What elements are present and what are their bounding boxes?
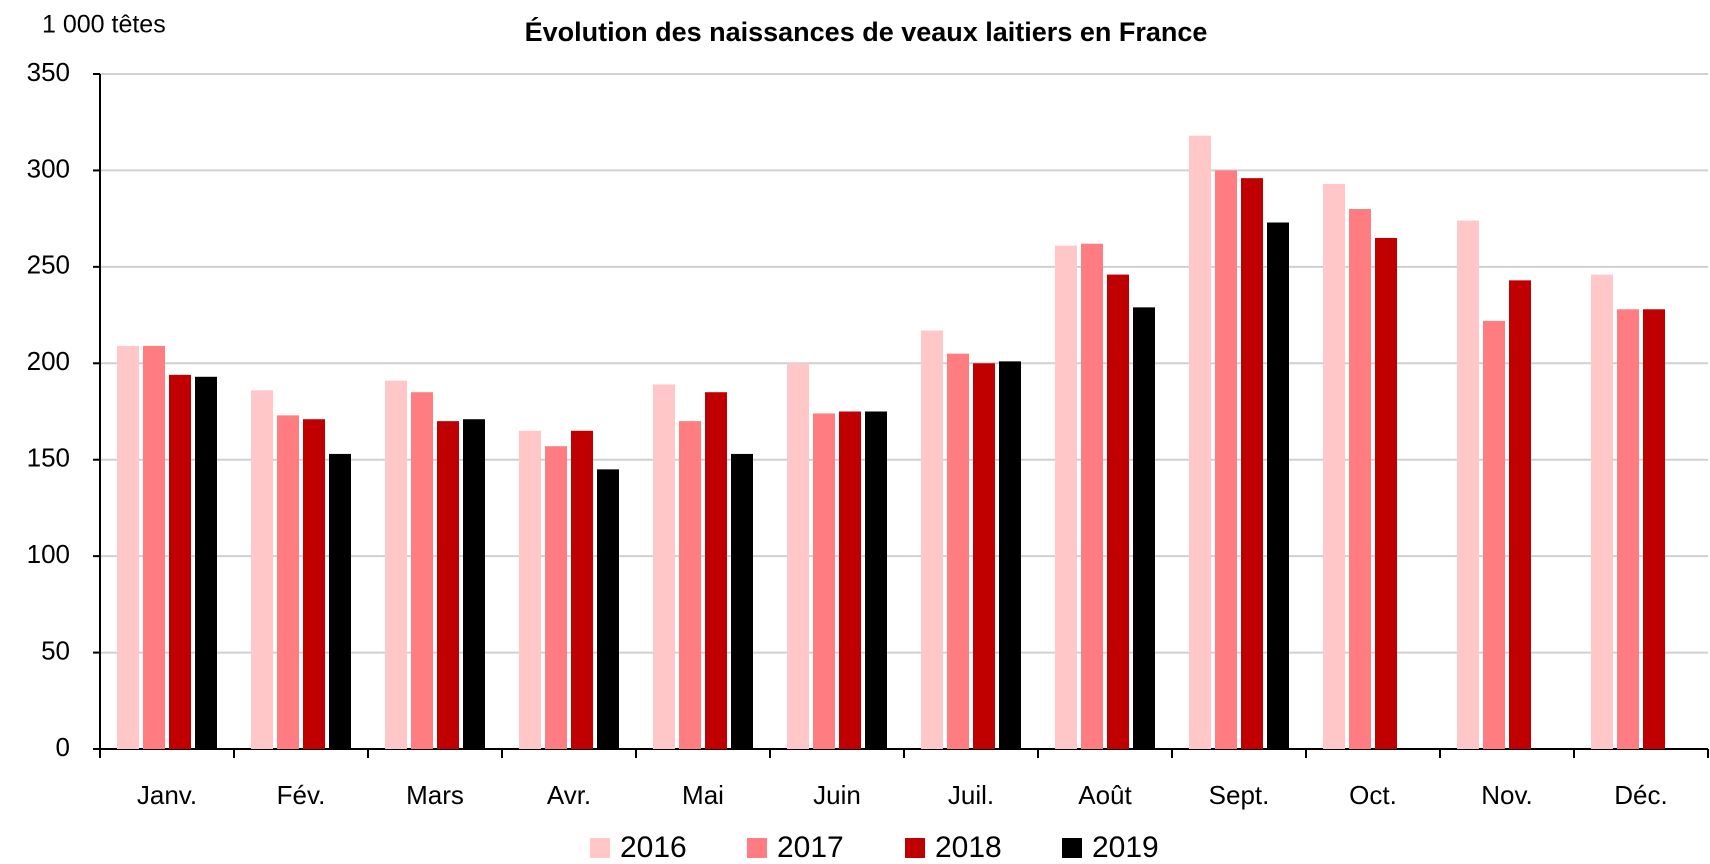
bar — [1509, 280, 1531, 749]
bar — [947, 353, 969, 749]
bar — [277, 415, 299, 749]
bar — [839, 411, 861, 749]
y-tick-label: 250 — [27, 250, 70, 280]
bar — [1349, 209, 1371, 749]
bar — [117, 345, 139, 749]
bar — [1323, 183, 1345, 749]
bar — [251, 390, 273, 749]
legend-swatch — [747, 838, 767, 858]
bar — [1241, 178, 1263, 750]
x-tick-label: Avr. — [547, 780, 591, 810]
legend-swatch — [590, 838, 610, 858]
bar — [169, 374, 191, 749]
legend-swatch — [905, 838, 925, 858]
bar — [1375, 237, 1397, 749]
bar — [679, 421, 701, 749]
x-tick-label: Mai — [682, 780, 724, 810]
bar — [865, 411, 887, 749]
bar — [385, 380, 407, 749]
bar — [463, 419, 485, 749]
bar — [1189, 135, 1211, 749]
legend-label: 2016 — [620, 831, 687, 864]
bar — [1483, 320, 1505, 749]
bar — [1457, 220, 1479, 750]
y-tick-label: 100 — [27, 539, 70, 569]
bar — [545, 446, 567, 749]
x-tick-label: Oct. — [1349, 780, 1397, 810]
legend-label: 2019 — [1092, 831, 1159, 864]
legend-label: 2018 — [935, 831, 1002, 864]
bar — [1055, 245, 1077, 749]
bar — [329, 453, 351, 749]
y-tick-label: 50 — [41, 635, 70, 665]
bar — [921, 330, 943, 749]
x-tick-label: Mars — [406, 780, 464, 810]
bar — [787, 363, 809, 749]
bar — [597, 469, 619, 749]
x-tick-label: Août — [1078, 780, 1132, 810]
x-tick-label: Fév. — [277, 780, 326, 810]
bar — [1267, 222, 1289, 749]
legend-label: 2017 — [777, 831, 844, 864]
y-axis-label: 1 000 têtes — [42, 11, 166, 39]
bar — [1215, 170, 1237, 749]
bar — [571, 430, 593, 749]
legend-swatch — [1062, 838, 1082, 858]
y-tick-label: 300 — [27, 153, 70, 183]
x-tick-label: Sept. — [1209, 780, 1270, 810]
y-tick-label: 0 — [56, 732, 70, 762]
x-tick-label: Juin — [813, 780, 861, 810]
bar — [437, 421, 459, 749]
bar — [195, 376, 217, 749]
x-tick-label: Nov. — [1481, 780, 1533, 810]
bar — [705, 392, 727, 749]
bar — [411, 392, 433, 749]
bar — [303, 419, 325, 749]
bar — [1617, 309, 1639, 749]
bar — [143, 345, 165, 749]
chart-title: Évolution des naissances de veaux laitie… — [525, 16, 1208, 47]
bar — [813, 413, 835, 749]
bar — [519, 430, 541, 749]
y-tick-label: 150 — [27, 443, 70, 473]
bar — [1107, 274, 1129, 749]
bar — [1133, 307, 1155, 749]
bar — [653, 384, 675, 749]
x-tick-label: Déc. — [1614, 780, 1667, 810]
bar — [999, 361, 1021, 749]
bar — [973, 363, 995, 749]
bar — [1591, 274, 1613, 749]
y-tick-label: 350 — [27, 57, 70, 87]
bar — [731, 453, 753, 749]
x-tick-label: Juil. — [948, 780, 994, 810]
x-tick-label: Janv. — [137, 780, 197, 810]
y-tick-label: 200 — [27, 346, 70, 376]
bar — [1643, 309, 1665, 749]
bar — [1081, 243, 1103, 749]
